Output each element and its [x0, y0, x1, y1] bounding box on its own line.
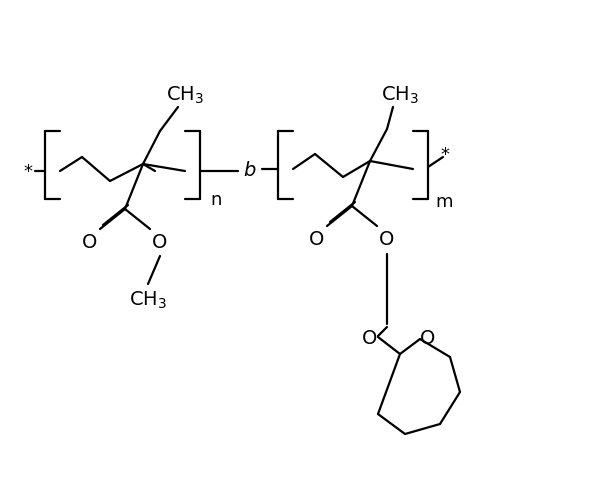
Text: O: O — [420, 328, 436, 347]
Text: O: O — [362, 328, 378, 347]
Text: m: m — [435, 192, 452, 211]
Text: O: O — [309, 230, 325, 249]
Text: $\mathregular{CH_3}$: $\mathregular{CH_3}$ — [166, 84, 204, 106]
Text: *: * — [441, 146, 449, 164]
Text: O: O — [152, 233, 168, 252]
Text: n: n — [210, 191, 222, 209]
Text: O: O — [82, 233, 98, 252]
Text: $\mathregular{CH_3}$: $\mathregular{CH_3}$ — [381, 84, 419, 106]
Text: *: * — [23, 163, 32, 180]
Text: O: O — [379, 230, 395, 249]
Text: $b$: $b$ — [244, 160, 256, 179]
Text: $\mathregular{CH_3}$: $\mathregular{CH_3}$ — [129, 289, 167, 310]
